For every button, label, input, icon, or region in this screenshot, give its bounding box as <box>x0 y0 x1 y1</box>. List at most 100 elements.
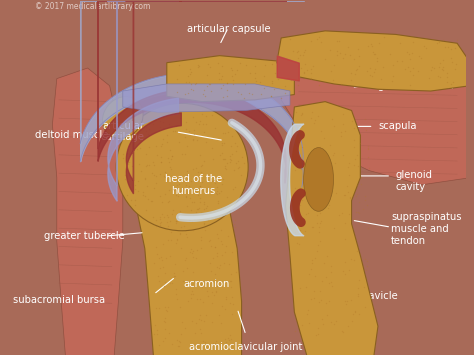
Point <box>333 48 341 54</box>
Point <box>155 342 163 348</box>
Point <box>153 244 160 250</box>
Point <box>296 285 303 290</box>
Point <box>173 218 181 224</box>
Point <box>330 123 338 129</box>
Point <box>194 64 202 70</box>
Point <box>207 88 214 93</box>
Point <box>354 191 361 197</box>
Point <box>301 47 309 53</box>
Point <box>340 111 347 116</box>
Point <box>334 53 341 58</box>
Point <box>374 58 381 64</box>
Point <box>351 72 358 77</box>
Point <box>320 135 328 141</box>
Point <box>439 38 447 43</box>
Point <box>172 128 179 134</box>
Point <box>341 51 348 56</box>
Point <box>340 55 347 61</box>
Point <box>224 129 232 135</box>
Point <box>172 123 179 129</box>
Point <box>125 159 132 165</box>
Point <box>436 74 444 80</box>
Point <box>207 268 215 274</box>
Point <box>164 219 171 225</box>
Point <box>131 202 138 208</box>
Point <box>228 151 235 157</box>
Point <box>327 263 335 269</box>
Point <box>246 70 254 76</box>
Point <box>311 178 319 183</box>
Point <box>150 185 158 191</box>
Point <box>447 55 455 61</box>
Point <box>297 112 305 118</box>
Point <box>311 255 319 260</box>
Point <box>341 220 348 226</box>
Point <box>182 135 189 140</box>
Point <box>354 182 361 188</box>
Point <box>313 220 320 226</box>
Point <box>161 335 168 340</box>
Point <box>346 52 354 58</box>
Point <box>315 242 322 248</box>
Point <box>223 194 230 200</box>
Point <box>303 312 310 317</box>
Point <box>341 236 349 242</box>
Point <box>213 283 220 289</box>
Point <box>155 305 163 311</box>
Point <box>217 85 224 91</box>
Point <box>135 161 143 166</box>
Point <box>164 132 171 138</box>
Point <box>198 237 205 243</box>
Point <box>159 141 166 147</box>
Point <box>370 49 377 55</box>
Point <box>229 186 237 192</box>
Point <box>443 79 450 85</box>
Point <box>219 176 227 182</box>
Point <box>144 162 151 168</box>
Point <box>366 72 374 78</box>
Point <box>207 237 214 243</box>
Point <box>439 58 447 63</box>
Point <box>168 341 175 347</box>
Point <box>314 153 321 159</box>
Point <box>221 163 229 168</box>
Point <box>195 205 203 211</box>
Point <box>202 206 210 211</box>
Point <box>305 160 313 165</box>
Point <box>219 130 227 136</box>
Point <box>396 40 404 46</box>
Point <box>119 155 127 161</box>
Point <box>173 218 180 224</box>
Point <box>221 337 229 342</box>
Point <box>189 213 197 219</box>
Point <box>301 187 309 193</box>
Point <box>207 82 214 87</box>
Point <box>216 70 223 76</box>
Point <box>229 81 237 87</box>
Point <box>268 61 276 67</box>
Point <box>175 139 183 145</box>
Point <box>160 242 167 247</box>
Point <box>345 164 352 169</box>
Point <box>231 71 239 77</box>
Point <box>156 125 164 130</box>
Point <box>342 301 350 306</box>
Point <box>222 243 230 249</box>
Point <box>146 144 153 149</box>
Point <box>187 291 195 297</box>
Point <box>332 318 340 323</box>
Point <box>203 204 211 209</box>
Point <box>305 153 312 159</box>
Point <box>328 116 336 121</box>
Point <box>234 158 242 163</box>
Point <box>188 250 195 256</box>
Point <box>365 154 372 160</box>
Point <box>173 182 181 187</box>
Point <box>207 243 215 249</box>
Point <box>307 39 315 44</box>
Point <box>310 288 318 294</box>
Point <box>189 344 197 349</box>
Point <box>150 331 158 337</box>
Point <box>189 199 196 205</box>
Point <box>180 175 188 181</box>
